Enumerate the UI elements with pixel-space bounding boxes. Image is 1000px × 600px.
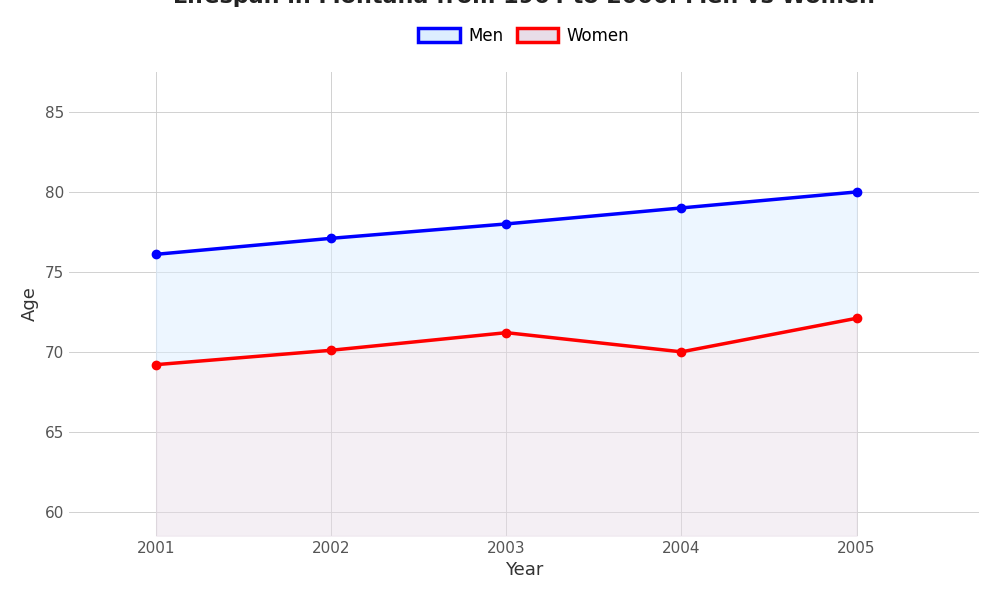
Legend: Men, Women: Men, Women: [412, 20, 636, 52]
Y-axis label: Age: Age: [21, 286, 39, 322]
Title: Lifespan in Montana from 1964 to 2006: Men vs Women: Lifespan in Montana from 1964 to 2006: M…: [173, 0, 875, 7]
X-axis label: Year: Year: [505, 561, 543, 579]
